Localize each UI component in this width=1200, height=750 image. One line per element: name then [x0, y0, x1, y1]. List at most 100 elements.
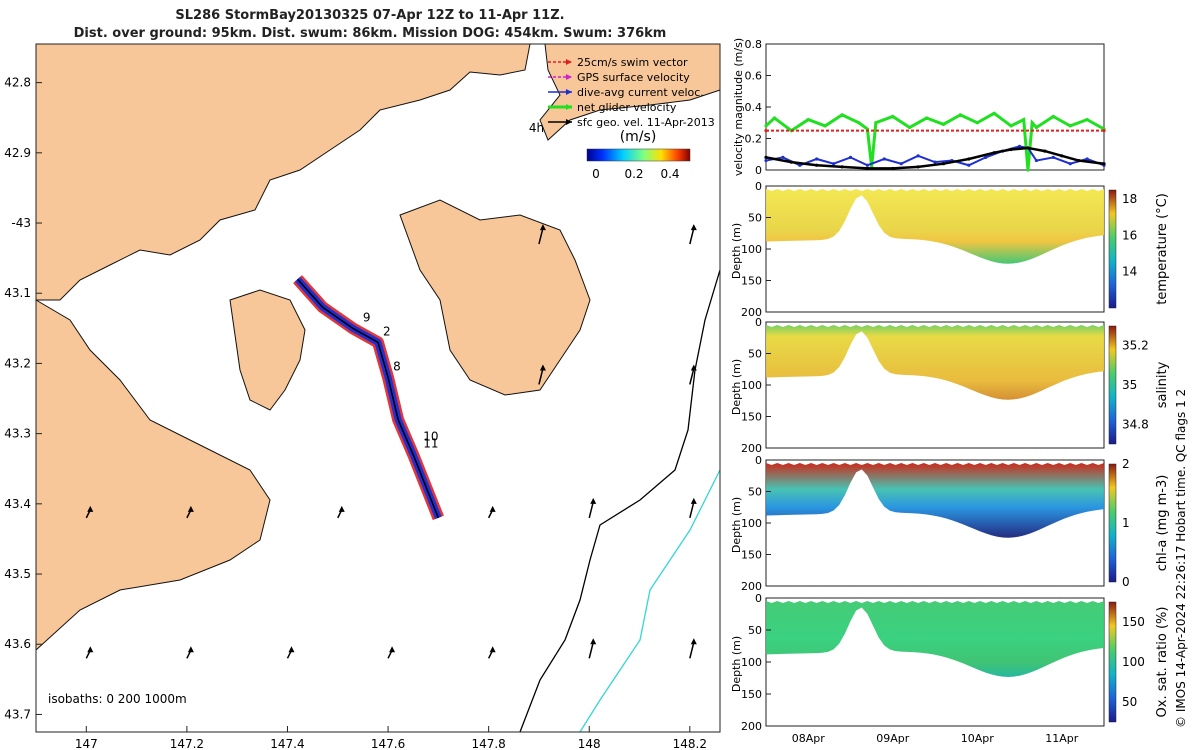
vel-point [891, 166, 895, 171]
section-ytick-label: 200 [741, 306, 762, 319]
vel-series-dive-avg-current-veloc- [765, 145, 1105, 167]
legend-arrowhead [566, 104, 572, 110]
vel-ylabel: velocity magnitude (m/s) [732, 38, 745, 176]
vel-point [772, 116, 777, 120]
section-ytick-label: 200 [741, 720, 762, 733]
geo-arrow-head [288, 646, 295, 653]
section-colorbar [1108, 325, 1117, 445]
land-isle [229, 289, 306, 411]
geo-arrow-head [690, 497, 697, 504]
geo-arrow-head [590, 497, 597, 504]
vel-point [840, 113, 844, 117]
legend-label: GPS surface velocity [577, 71, 690, 84]
vel-point [823, 124, 827, 128]
speed-colorbar [586, 148, 691, 162]
section-ytick-label: 50 [748, 624, 762, 637]
land-tasman [399, 199, 591, 396]
section-ytick-label: 50 [748, 486, 762, 499]
geo-arrow [689, 501, 695, 519]
vel-point [1034, 158, 1038, 163]
vel-ytick-label: 0.2 [745, 133, 763, 146]
geo-arrow-head [539, 364, 546, 371]
colorbar-tick-label: 150 [1122, 615, 1145, 629]
vel-point [975, 121, 979, 125]
date-axis: 08Apr 09Apr 10Apr 11Apr [792, 732, 1079, 745]
vel-point [924, 116, 929, 120]
section-ytick-label: 200 [741, 580, 762, 593]
colorbar-title: (m/s) [620, 129, 657, 145]
colorbar-tick-label: 16 [1122, 228, 1137, 242]
day-label: 10 [423, 430, 438, 444]
lat-tick-label: 43.1 [4, 286, 31, 300]
legend-arrowhead [566, 119, 572, 125]
vel-ytick-label: 0.4 [745, 101, 763, 114]
vel-point [1102, 129, 1106, 133]
geo-arrow [689, 227, 695, 245]
vel-point [1030, 121, 1034, 125]
colorbar-label: Ox. sat. ratio (%) [1155, 607, 1170, 718]
vel-point [992, 111, 996, 115]
colorbar-tick-label: 0.4 [660, 167, 679, 181]
geo-arrow [588, 642, 594, 659]
section-colorbar [1108, 601, 1117, 723]
section-panel-1: 0 50 100 150 200 Depth (m) 18 16 14 temperature (… [730, 180, 1170, 319]
vel-point [815, 163, 819, 167]
legend-arrowhead [566, 74, 572, 80]
vel-ytick-label: 0 [755, 164, 762, 177]
vel-point [857, 121, 861, 125]
vel-point [1034, 125, 1038, 130]
vel-point [958, 113, 962, 117]
section-panel-3: 0 50 100 150 200 Depth (m) 2 1 0 chl-a (mg m-3) [730, 454, 1170, 593]
geo-arrow-head [690, 638, 697, 645]
day-label: 8 [393, 359, 401, 373]
section-ytick-label: 0 [755, 592, 762, 605]
colorbar-tick-label: 35.2 [1122, 339, 1149, 353]
lon-tick-label: 147.4 [270, 737, 304, 750]
velocity-axes [765, 43, 1105, 171]
colorbar-label: salinity [1155, 361, 1170, 408]
colorbar-tick-label: 1 [1122, 516, 1130, 530]
vel-point [832, 162, 836, 166]
vel-point [781, 155, 785, 159]
map-legend: 25cm/s swim vector GPS surface velocity di… [548, 56, 715, 129]
glider-track [296, 278, 440, 519]
vel-point [1051, 155, 1055, 159]
lat-tick-label: 43.4 [4, 497, 31, 511]
lon-tick-label: 147.6 [371, 737, 405, 750]
vel-point [1009, 124, 1013, 128]
section-ytick-label: 150 [741, 549, 762, 562]
geo-arrow [689, 368, 695, 385]
section-data [766, 189, 1104, 264]
section-ytick-label: 0 [755, 316, 762, 329]
section-ytick-label: 100 [741, 379, 762, 392]
vel-point [1068, 162, 1072, 166]
section-ylabel: Depth (m) [730, 223, 743, 279]
vel-point [891, 114, 895, 119]
legend-label: sfc geo. vel. 11-Apr-2013 [577, 116, 715, 129]
vel-point [764, 155, 768, 159]
lon-tick-label: 147.8 [471, 737, 505, 750]
vel-point [967, 157, 971, 161]
map-lat-ticks: 42.8 42.9 -43 43.1 43.2 43.3 43.4 43.5 43.6 43.7 [4, 76, 42, 721]
geo-arrow-head [187, 505, 194, 512]
vel-point [1085, 118, 1089, 122]
vel-point [1060, 154, 1064, 158]
colorbar-tick-label: 0.2 [624, 167, 643, 181]
vel-point [1043, 149, 1047, 153]
vel-point [865, 163, 870, 167]
geo-arrow-head [690, 364, 697, 371]
colorbar-ticks: 0 0.2 0.4 [592, 167, 679, 181]
side-caption: © IMOS 14-Apr-2024 22:26:17 Hobart time.… [1174, 389, 1188, 728]
vel-point [1026, 146, 1030, 150]
geo-arrow-head [389, 646, 396, 653]
vel-point [899, 162, 903, 166]
geo-arrow-head [539, 224, 546, 231]
section-data [766, 325, 1104, 400]
legend-arrowhead [566, 59, 572, 65]
section-ytick-label: 100 [741, 656, 762, 669]
geo-arrow-head [590, 638, 597, 645]
